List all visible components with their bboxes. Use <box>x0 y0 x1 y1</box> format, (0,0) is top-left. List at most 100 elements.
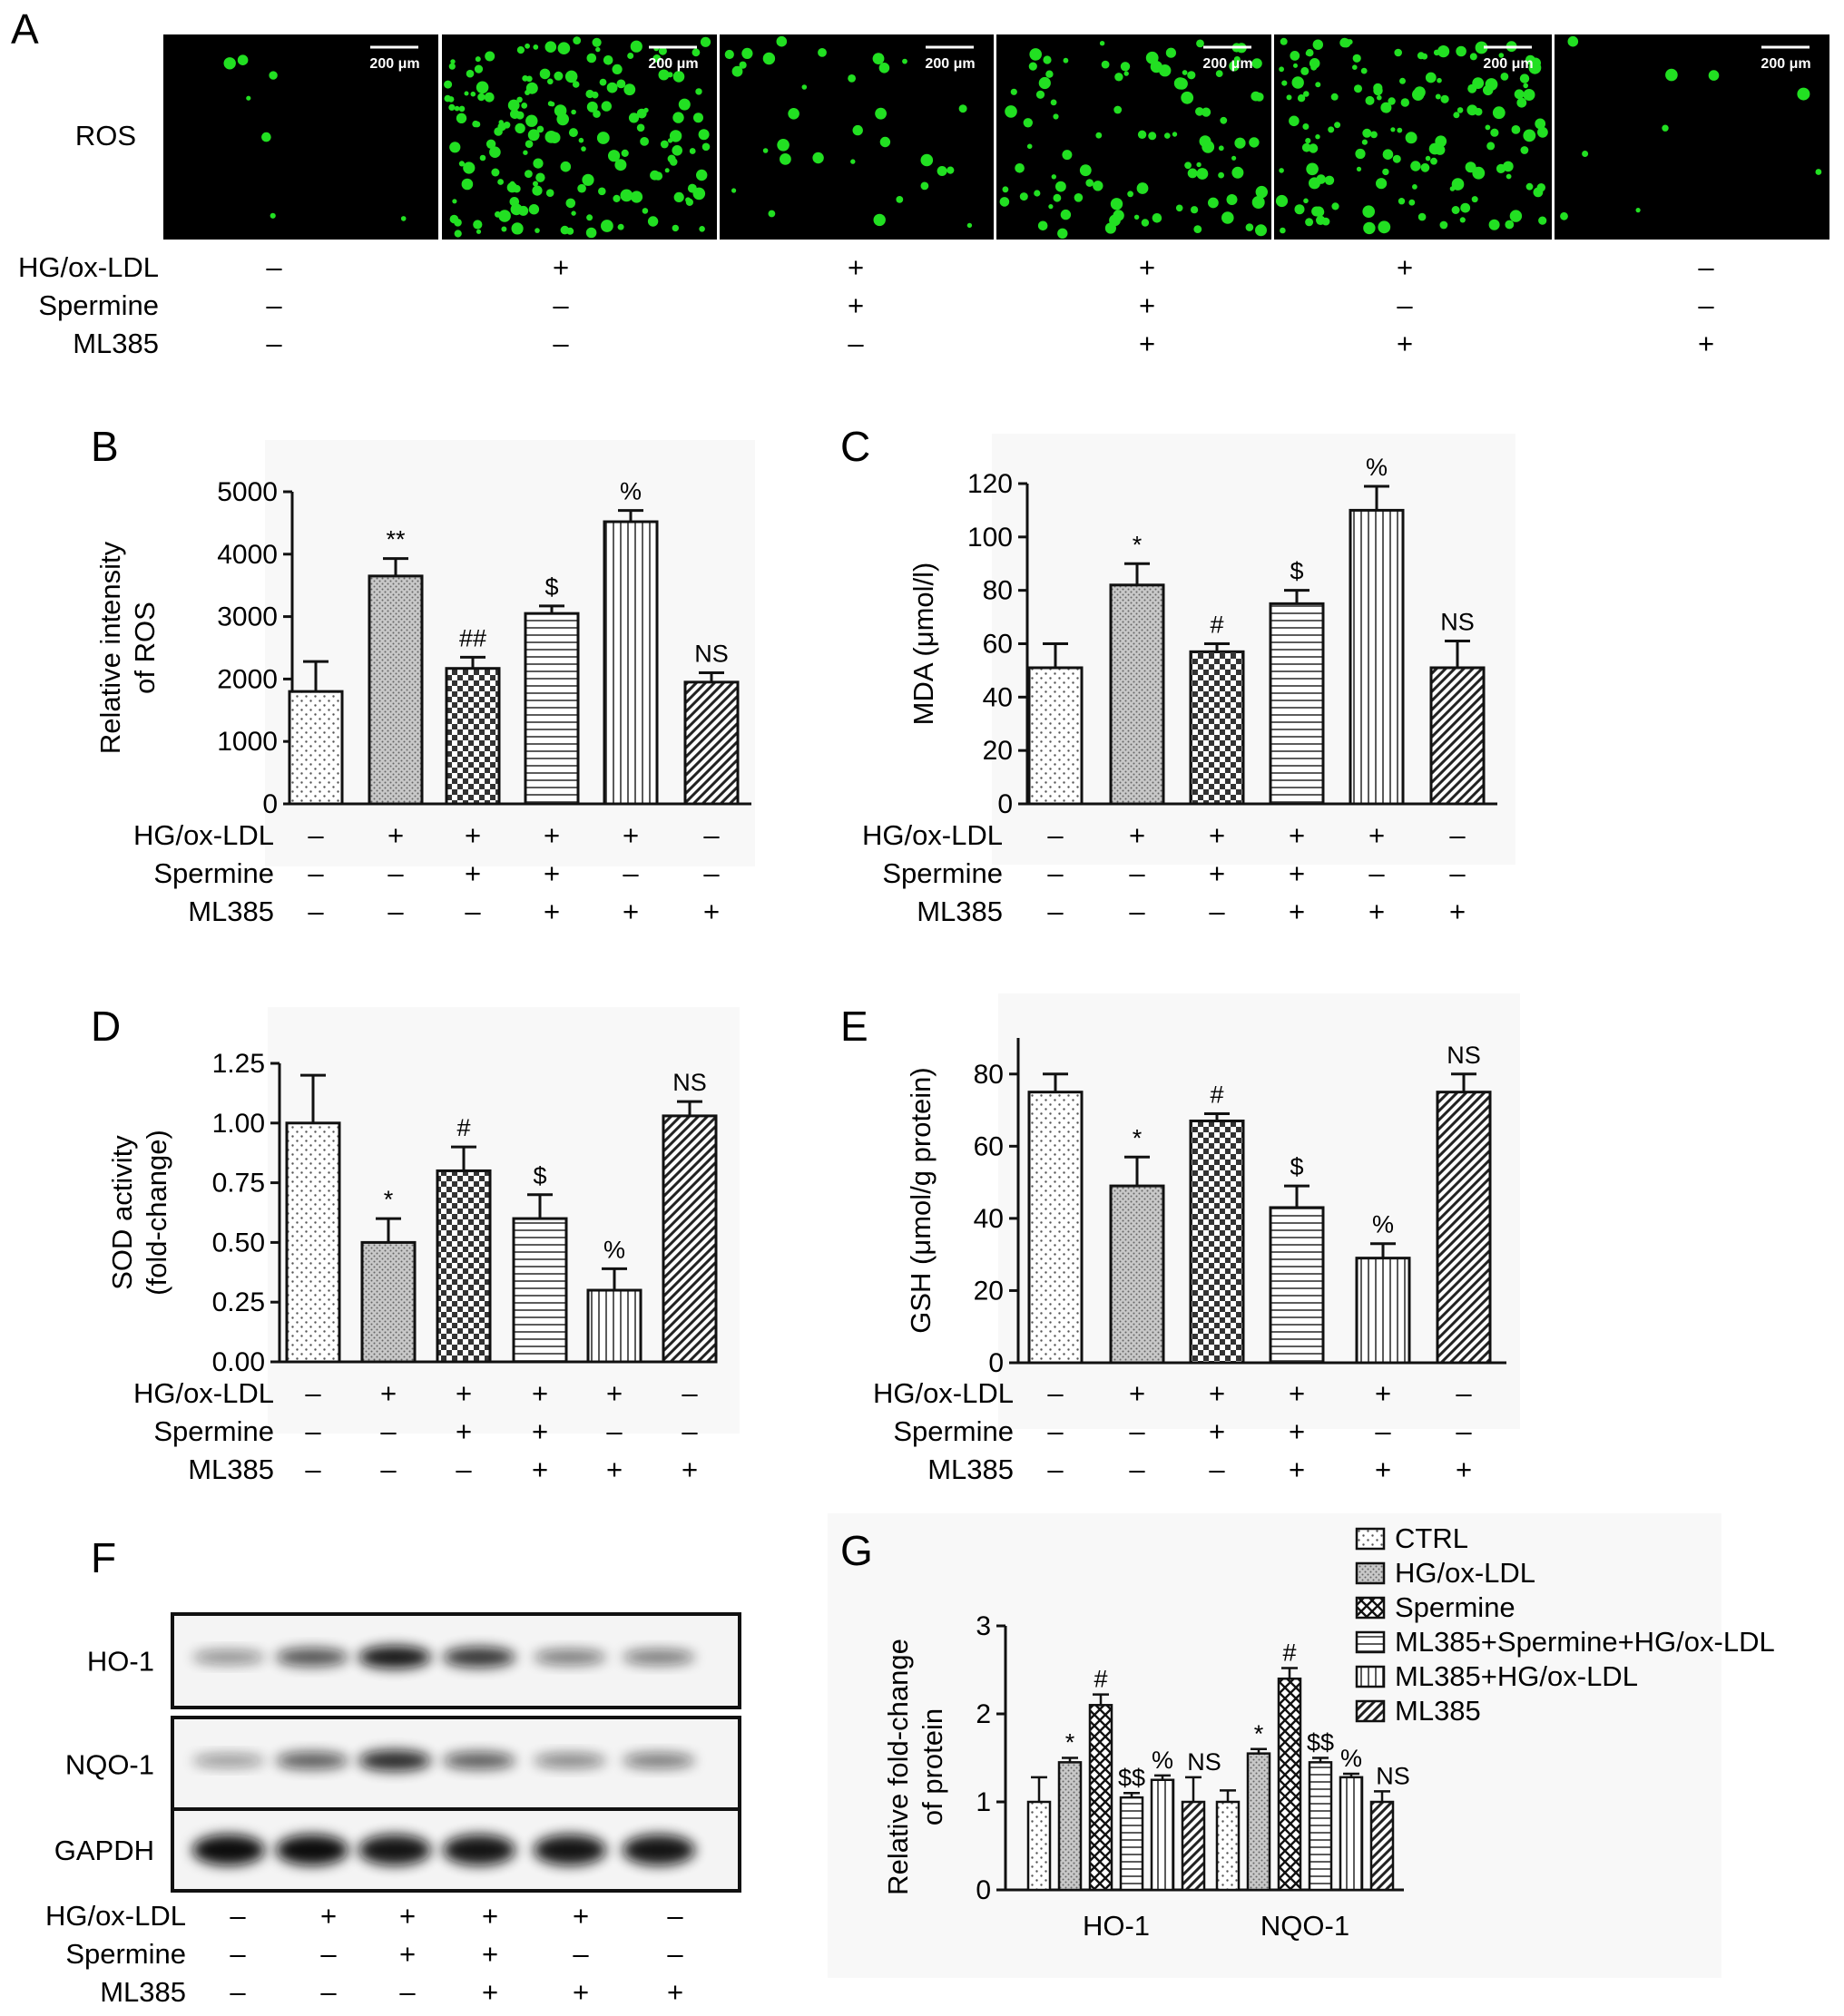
ros-cell <box>1361 139 1368 145</box>
ros-cell <box>852 124 863 136</box>
chart-e-gsh: 0 20 40 60 80 GSH (μmol/g protein) * # $% NS HG/ox… <box>873 1038 1506 1485</box>
chart-C-treatment-row-label-0: HG/ox-LDL <box>862 819 1003 851</box>
chart-D-treatment-sign-1-2: + <box>456 1415 472 1447</box>
ros-cell <box>506 181 518 193</box>
blot-band <box>623 1835 695 1865</box>
significance-label: % <box>620 478 642 505</box>
ros-cell <box>571 109 576 115</box>
y-tick-label: 1.25 <box>212 1049 265 1079</box>
chart-g-protein-fold-change: 0 1 2 3 Relative fold-changeof protein * # $$% N… <box>882 1611 1410 1942</box>
bar <box>1109 583 1165 806</box>
legend-swatch <box>1355 1561 1386 1585</box>
ros-cell <box>1029 48 1042 61</box>
scale-bar-label: 200 μm <box>1202 56 1252 72</box>
legend-label: Spermine <box>1395 1591 1515 1623</box>
ros-cell <box>585 227 597 239</box>
ros-cell <box>673 191 684 202</box>
y-tick-label: 3 <box>976 1611 991 1641</box>
ros-cell <box>701 142 711 152</box>
ros-cell <box>565 198 576 209</box>
ros-cell <box>527 129 540 142</box>
ros-cell <box>731 65 743 77</box>
ros-cell <box>1229 61 1240 72</box>
ros-cell <box>672 112 684 123</box>
chart-D-treatment-sign-1-1: – <box>380 1415 397 1447</box>
ros-cell <box>966 222 973 229</box>
ros-cell <box>1410 161 1421 171</box>
ros-cell <box>449 142 461 153</box>
ros-cell <box>669 158 678 166</box>
chart-C-treatment-sign-0-4: + <box>1368 819 1385 851</box>
ros-cell <box>1352 64 1358 70</box>
ros-cell <box>510 203 523 216</box>
ros-cell <box>474 64 484 73</box>
panel-a-treatment-sign-0-5: – <box>1698 251 1714 283</box>
ros-cell <box>458 105 466 113</box>
bar <box>445 667 501 806</box>
ros-cell <box>560 161 572 172</box>
chart-E-treatment-sign-0-1: + <box>1129 1377 1145 1409</box>
ros-cell <box>476 229 482 234</box>
legend-label: ML385 <box>1395 1695 1481 1727</box>
chart-D-treatment-sign-1-4: – <box>606 1415 623 1447</box>
bar <box>1369 1800 1395 1892</box>
ros-cell <box>507 99 520 112</box>
y-tick-label: 0 <box>976 1875 991 1905</box>
ros-cell <box>1437 77 1442 83</box>
ros-cell <box>1037 220 1048 231</box>
ros-cell <box>699 226 705 232</box>
panel-f-treatment-sign-1-4: – <box>573 1938 589 1970</box>
ros-cell <box>486 139 496 149</box>
ros-cell <box>1191 206 1199 214</box>
significance-label: # <box>1210 612 1223 639</box>
blot-band <box>192 1835 265 1865</box>
ros-cell <box>788 108 799 120</box>
ros-cell <box>664 168 670 173</box>
ros-cell <box>1060 209 1072 220</box>
ros-cell <box>1113 210 1124 221</box>
ros-cell <box>525 82 538 94</box>
ros-cell <box>1456 45 1466 57</box>
ros-cell <box>958 104 967 113</box>
chart-C-treatment-sign-0-1: + <box>1129 819 1145 851</box>
ros-cell <box>1514 89 1525 100</box>
ros-cell <box>623 83 636 96</box>
ros-cell <box>532 185 543 196</box>
ros-cell <box>1226 194 1238 205</box>
ros-cell <box>1498 53 1505 58</box>
ros-cell <box>581 146 586 152</box>
chart-B-treatment-sign-2-2: – <box>465 895 481 927</box>
bar <box>1189 650 1245 806</box>
y-tick-label: 60 <box>983 630 1013 660</box>
ros-cell <box>585 89 594 99</box>
ros-cell <box>1104 222 1116 234</box>
ros-cell <box>1172 132 1178 137</box>
y-tick-label: 0.25 <box>212 1287 265 1317</box>
chart-D-treatment-sign-1-0: – <box>305 1415 321 1447</box>
ros-cell <box>1797 87 1810 101</box>
ros-cell <box>1123 71 1129 76</box>
y-axis-label: MDA (μmol/l) <box>907 563 939 726</box>
ros-cell <box>1506 173 1512 180</box>
y-tick-label: 1 <box>976 1787 991 1817</box>
chart-E-treatment-sign-0-0: – <box>1047 1377 1064 1409</box>
ros-cell <box>1708 70 1720 81</box>
ros-cell <box>539 68 551 80</box>
ros-cell <box>463 161 476 174</box>
ros-cell <box>642 208 649 214</box>
panel-b-background <box>265 440 755 866</box>
ros-cell <box>1275 194 1289 208</box>
ros-cell <box>1181 91 1194 104</box>
chart-B-treatment-sign-0-0: – <box>308 819 324 851</box>
panel-f-treatment-sign-0-5: – <box>667 1900 683 1932</box>
bar <box>524 612 580 806</box>
ros-cell <box>1306 49 1314 57</box>
panel-a-treatment-sign-0-3: + <box>1139 251 1155 283</box>
ros-cell <box>873 213 886 227</box>
blot-band <box>443 1647 515 1668</box>
y-tick-label: 1000 <box>217 727 278 757</box>
ros-cell <box>1085 179 1094 187</box>
ros-cell <box>1334 122 1341 129</box>
bar <box>360 1240 417 1364</box>
x-category-label: NQO-1 <box>1260 1910 1349 1942</box>
